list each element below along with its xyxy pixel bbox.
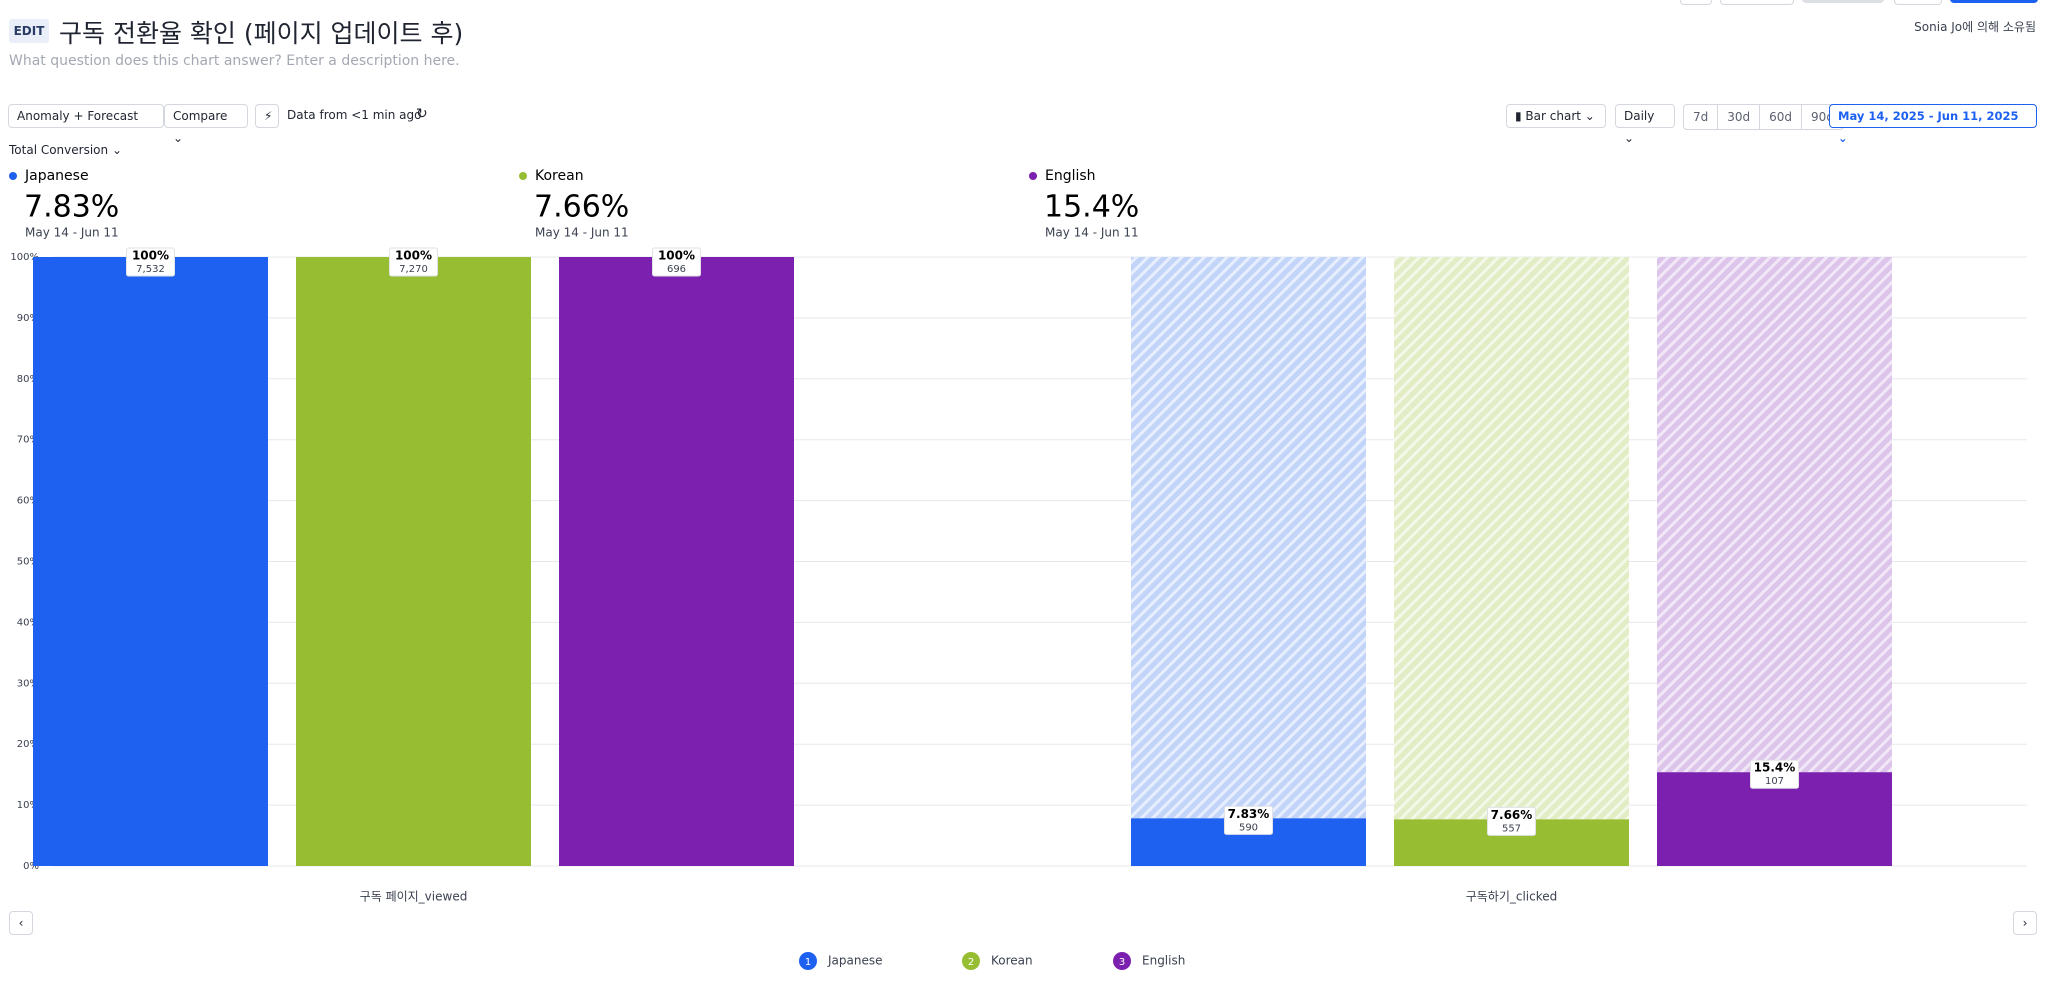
label: Total Conversion <box>9 143 109 157</box>
label: Anomaly + Forecast <box>17 109 139 123</box>
bar <box>559 257 794 866</box>
dropoff-area <box>1394 257 1629 820</box>
legend-badge <box>1113 952 1131 970</box>
y-tick-label: 20% <box>17 739 39 750</box>
x-tick-label: 구독 페이지_viewed <box>360 890 468 904</box>
range-button[interactable]: 60d <box>1759 105 1801 129</box>
description[interactable]: What question does this chart answer? En… <box>9 53 460 69</box>
y-tick-label: 80% <box>17 374 39 385</box>
label: Bar chart <box>1525 109 1581 123</box>
legend-name: English <box>1045 168 1096 184</box>
refresh-button[interactable]: ↻ <box>416 106 428 122</box>
title[interactable]: 구독 전환율 확인 (페이지 업데이트 후) <box>59 19 464 48</box>
count-label: 7,270 <box>399 264 428 275</box>
edit-badge[interactable]: EDIT <box>9 19 49 43</box>
summary-value: 7.66% <box>534 190 629 225</box>
count-label: 590 <box>1239 822 1258 833</box>
nav-next[interactable]: › <box>2013 911 2037 935</box>
value-label: 7.83% <box>1228 807 1270 821</box>
y-tick-label: 30% <box>17 678 39 689</box>
legend-label: Korean <box>991 954 1033 968</box>
summary-period: May 14 - Jun 11 <box>535 226 629 240</box>
dropoff-area <box>1131 257 1366 819</box>
freshness: Data from <1 min ago <box>287 108 422 122</box>
legend-dot <box>1029 172 1037 180</box>
legend-dot <box>519 172 527 180</box>
top-button[interactable] <box>1680 0 1712 5</box>
summary-period: May 14 - Jun 11 <box>25 226 119 240</box>
top-button[interactable] <box>1950 0 2038 3</box>
count-label: 7,532 <box>136 264 165 275</box>
bar <box>33 257 268 866</box>
legend-name: Korean <box>535 168 584 184</box>
y-tick-label: 90% <box>17 313 39 324</box>
metric-selector[interactable]: Total Conversion ⌄ <box>9 143 122 157</box>
legend-name: Japanese <box>24 168 89 184</box>
y-tick-label: 40% <box>17 617 39 628</box>
legend-dot <box>9 172 17 180</box>
interval-button[interactable]: Daily ⌄ <box>1615 104 1675 145</box>
value-label: 100% <box>658 249 695 263</box>
summary-value: 15.4% <box>1044 190 1139 225</box>
nav-prev[interactable]: ‹ <box>9 911 33 935</box>
count-label: 557 <box>1502 823 1521 834</box>
legend-index: 2 <box>968 957 974 968</box>
label-box <box>1224 805 1273 835</box>
label: May 14, 2025 - Jun 11, 2025 <box>1838 109 2019 123</box>
range-group: 7d 30d 60d 90d <box>1683 104 1844 130</box>
anomaly-button[interactable]: Anomaly + Forecast <box>8 104 164 128</box>
summary-value: 7.83% <box>24 190 119 225</box>
top-button[interactable] <box>1720 0 1794 5</box>
y-tick-label: 100% <box>10 252 39 263</box>
y-tick-label: 70% <box>17 435 39 446</box>
label-box <box>1750 759 1799 789</box>
count-label: 107 <box>1765 776 1784 787</box>
legend-index: 3 <box>1119 957 1125 968</box>
label: Compare <box>173 109 228 123</box>
y-tick-label: 60% <box>17 496 39 507</box>
compare-button[interactable]: Compare ⌄ <box>164 104 248 145</box>
label-box <box>652 247 701 277</box>
lightning-button[interactable]: ⚡ <box>255 104 279 128</box>
label-box <box>126 247 175 277</box>
value-label: 100% <box>132 249 169 263</box>
range-button[interactable]: 90d <box>1801 105 1843 129</box>
dropoff-area <box>1657 257 1892 773</box>
legend-index: 1 <box>805 957 811 968</box>
count-label: 696 <box>667 264 686 275</box>
label-box <box>1487 806 1536 836</box>
legend-badge <box>799 952 817 970</box>
legend-label: English <box>1142 954 1185 968</box>
date-range-button[interactable]: May 14, 2025 - Jun 11, 2025 ⌄ <box>1829 104 2037 145</box>
value-label: 7.66% <box>1491 808 1533 822</box>
value-label: 100% <box>395 249 432 263</box>
summary-period: May 14 - Jun 11 <box>1045 226 1139 240</box>
legend-label: Japanese <box>827 954 883 968</box>
chart-type-button[interactable]: ▮ Bar chart ⌄ <box>1506 104 1606 128</box>
bar <box>296 257 531 866</box>
range-button[interactable]: 7d <box>1693 110 1709 124</box>
y-tick-label: 0% <box>23 861 39 872</box>
owner: Sonia Jo에 의해 소유됨 <box>1914 20 2036 34</box>
top-button[interactable] <box>1894 0 1942 5</box>
x-tick-label: 구독하기_clicked <box>1466 890 1558 904</box>
legend-badge <box>962 952 980 970</box>
label: Daily <box>1624 109 1655 123</box>
top-button[interactable] <box>1802 0 1884 3</box>
value-label: 15.4% <box>1754 761 1796 775</box>
range-button[interactable]: 30d <box>1717 105 1759 129</box>
y-tick-label: 10% <box>17 800 39 811</box>
y-tick-label: 50% <box>17 557 39 568</box>
label-box <box>389 247 438 277</box>
